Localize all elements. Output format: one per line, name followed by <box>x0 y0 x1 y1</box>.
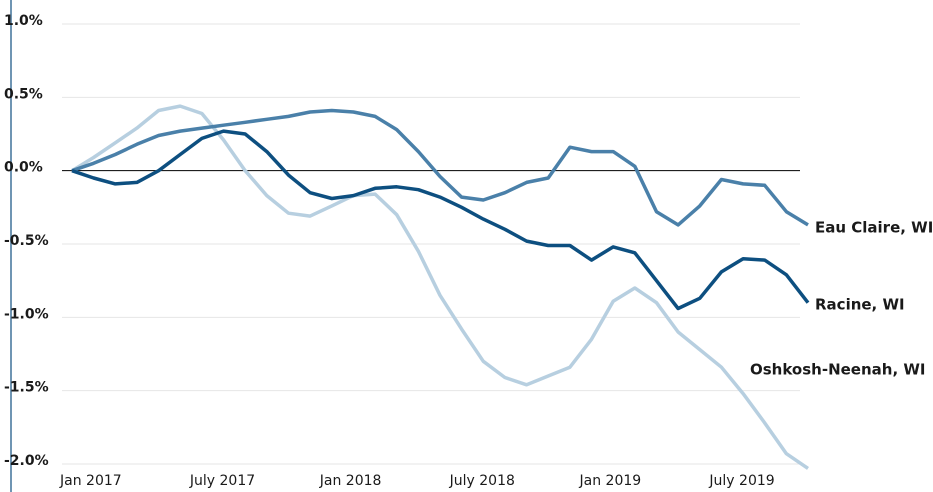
x-tick-label: July 2018 <box>449 473 515 489</box>
series-line <box>71 108 809 227</box>
y-tick-label: -1.5% <box>4 380 49 396</box>
y-tick-label: -2.0% <box>4 453 49 469</box>
y-tick-label: 0.0% <box>4 160 43 176</box>
x-tick-label: Jan 2019 <box>579 473 642 489</box>
series-line <box>71 104 809 470</box>
y-tick-label: -1.0% <box>4 306 49 322</box>
y-tick-label: 1.0% <box>4 13 43 29</box>
series-label: Eau Claire, WI <box>815 219 933 237</box>
series-line <box>71 129 810 311</box>
x-tick-label: July 2017 <box>189 473 255 489</box>
x-tick-label: July 2019 <box>708 473 774 489</box>
series-label: Oshkosh-Neenah, WI <box>750 361 926 379</box>
x-tick-label: Jan 2017 <box>59 473 122 489</box>
y-tick-label: 0.5% <box>4 86 43 102</box>
x-tick-label: Jan 2018 <box>319 473 382 489</box>
y-tick-label: -0.5% <box>4 233 49 249</box>
series-label: Racine, WI <box>815 296 905 314</box>
